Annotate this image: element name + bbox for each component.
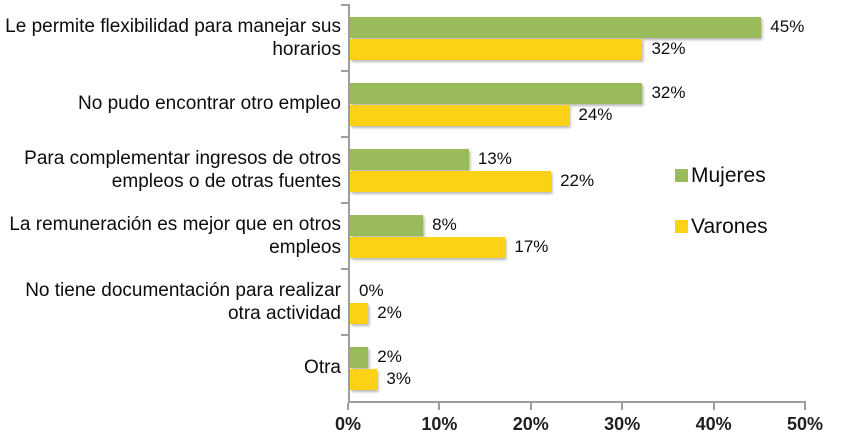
bar-value-label: 22% [560, 171, 595, 190]
bar-line: 24% [350, 104, 808, 126]
bar-line: 32% [350, 38, 808, 60]
bars-area: 45% 32% 32% 24% 13% 22% 8% 17% 0% 2% 2% 3% [341, 4, 808, 401]
bar-line: 2% [350, 346, 808, 368]
x-axis-tick-label: 30% [604, 414, 641, 434]
bar-group: 0% 2% [341, 268, 808, 335]
category-row: Para complementar ingresos de otros empl… [0, 137, 348, 203]
category-labels: Le permite flexibilidad para manejar sus… [0, 5, 348, 401]
legend-swatch-mujeres [675, 169, 688, 182]
bar-varones [350, 104, 570, 126]
bar-line: 3% [350, 368, 808, 390]
legend-item-mujeres: Mujeres [675, 165, 768, 186]
category-row: No pudo encontrar otro empleo [0, 71, 348, 137]
x-axis-tick-label: 0% [334, 414, 362, 434]
legend-label: Mujeres [691, 164, 766, 187]
bar-varones [350, 170, 552, 192]
bar-value-label: 0% [359, 281, 384, 300]
plot-area: 45% 32% 32% 24% 13% 22% 8% 17% 0% 2% 2% 3% 0% 10% 20%… [335, 0, 844, 440]
bar-line: 32% [350, 82, 808, 104]
bar-value-label: 32% [651, 83, 686, 102]
x-axis: 0% 10% 20% 30% 40% 50% [335, 401, 823, 440]
x-axis-tick [621, 403, 624, 410]
bar-value-label: 13% [477, 149, 512, 168]
x-axis-tick-label: 50% [786, 414, 824, 434]
bar-line: 13% [350, 148, 808, 170]
x-axis-tick [804, 403, 806, 410]
category-label: Para complementar ingresos de otros empl… [24, 147, 341, 192]
category-row: No tiene documentación para realizar otr… [0, 269, 348, 335]
bar-value-label: 2% [377, 347, 402, 366]
bar-line: 2% [350, 302, 808, 324]
category-row: Le permite flexibilidad para manejar sus… [0, 5, 348, 71]
legend-item-varones: Varones [675, 216, 768, 237]
bar-mujeres [350, 82, 643, 104]
category-row: La remuneración es mejor que en otros em… [0, 203, 348, 269]
bar-line: 45% [350, 16, 808, 38]
bar-value-label: 45% [770, 17, 805, 36]
category-axis: Le permite flexibilidad para manejar sus… [0, 0, 348, 440]
x-axis-tick [438, 403, 441, 410]
bar-value-label: 2% [377, 303, 402, 322]
category-label: Le permite flexibilidad para manejar sus… [5, 15, 341, 60]
bar-value-label: 8% [432, 215, 457, 234]
bar-line: 0% [350, 280, 808, 302]
legend-swatch-varones [675, 220, 688, 233]
x-axis-tick [712, 403, 715, 410]
x-axis-tick-label: 20% [512, 414, 549, 434]
category-row: Otra [0, 335, 348, 401]
bar-mujeres [350, 214, 424, 236]
bar-value-label: 17% [514, 237, 549, 256]
bar-varones [350, 38, 643, 60]
bar-group: 2% 3% [341, 334, 808, 401]
bar-varones [350, 368, 378, 390]
category-label: La remuneración es mejor que en otros em… [9, 213, 341, 258]
category-label: Otra [304, 357, 341, 379]
bar-varones [350, 236, 506, 258]
bar-mujeres [350, 16, 762, 38]
bar-line: 22% [350, 170, 808, 192]
x-axis-tick-label: 40% [695, 414, 732, 434]
bar-mujeres [350, 346, 369, 368]
bar-line: 17% [350, 236, 808, 258]
bar-line: 8% [350, 214, 808, 236]
category-label: No pudo encontrar otro empleo [78, 93, 341, 115]
bar-value-label: 24% [578, 105, 613, 124]
bar-group: 8% 17% [341, 202, 808, 269]
bar-group: 13% 22% [341, 136, 808, 203]
bar-group: 45% 32% [341, 4, 808, 71]
x-axis-tick [347, 403, 349, 410]
legend: Mujeres Varones [675, 165, 768, 237]
x-axis-tick [529, 403, 532, 410]
category-label: No tiene documentación para realizar otr… [25, 279, 341, 324]
bar-group: 32% 24% [341, 70, 808, 137]
bar-value-label: 32% [651, 39, 686, 58]
bar-mujeres [350, 148, 469, 170]
legend-label: Varones [691, 215, 768, 238]
x-axis-tick-label: 10% [421, 414, 458, 434]
bar-value-label: 3% [386, 369, 411, 388]
bar-varones [350, 302, 369, 324]
